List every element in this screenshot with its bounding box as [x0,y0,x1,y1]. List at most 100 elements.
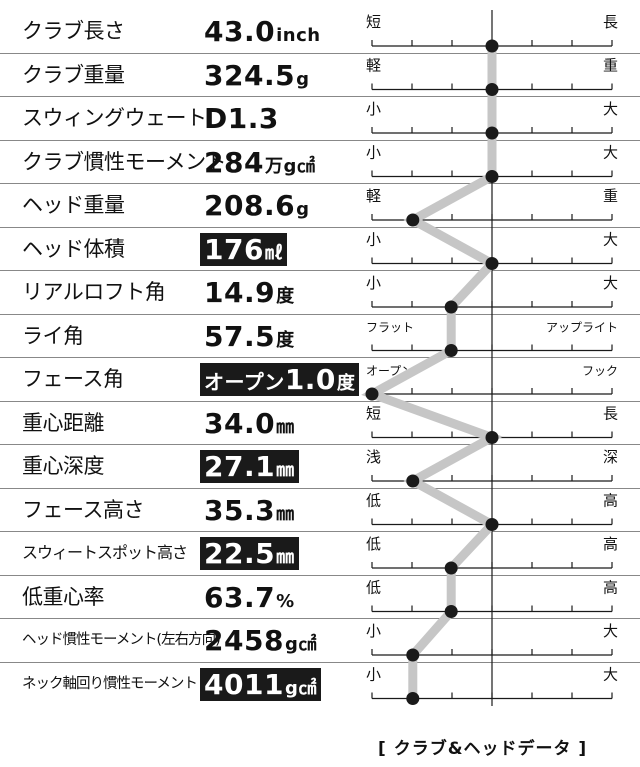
value-number: 27.1 [204,450,276,483]
scale-right-label: 重 [603,57,618,75]
scale-left-label: 低 [366,535,381,553]
row-label: クラブ長さ [22,19,125,43]
scale-right-label: 大 [603,274,618,292]
value-unit: ㎖ [264,242,284,264]
table-row: ヘッド重量 208.6g [0,184,640,228]
data-table: クラブ長さ 43.0inch クラブ重量 324.5g スウィングウェート D1.3 クラブ… [0,10,640,706]
row-label: 低重心率 [22,584,105,609]
data-point [485,126,499,140]
row-label: フェース高さ [22,497,144,522]
scale-right-label: 深 [603,448,618,466]
data-point [485,518,499,531]
data-point [485,39,499,53]
table-row: ネック軸回り慣性モーメント 4011g㎠ [0,663,640,707]
table-row: クラブ慣性モーメント 284万g㎠ [0,141,640,184]
value-number: 208.6 [204,189,296,222]
row-label: ヘッド慣性モーメント(左右方向) [22,632,221,648]
value-number: 35.3 [204,493,276,527]
row-label: フェース角 [22,367,124,391]
table-row: 低重心率 63.7% [0,576,640,619]
data-point [365,387,379,401]
table-row: スウィートスポット高さ 22.5㎜ [0,532,640,576]
row-value: 27.1㎜ [200,450,299,483]
scale-right-label: 長 [603,405,618,423]
value-unit: 度 [276,329,295,351]
table-row: フェース角 オープン1.0度 [0,358,640,402]
table-row: 重心深度 27.1㎜ [0,445,640,489]
table-row: ヘッド慣性モーメント(左右方向) 2458g㎠ [0,619,640,663]
value-unit: % [276,590,295,612]
row-label: ネック軸回り慣性モーメント [22,675,198,692]
value-unit: 度 [276,286,295,307]
row-value: 63.7% [200,581,299,614]
scale-left-label: 小 [366,144,381,162]
table-row: ライ角 57.5度 [0,315,640,358]
row-value: 324.5g [200,59,313,92]
value-number: 176 [204,232,264,266]
table-row: クラブ重量 324.5g [0,54,640,97]
scale-left-label: フラット [366,321,414,335]
row-value: 284万g㎠ [200,146,319,179]
row-value: 14.9度 [200,276,299,309]
scale-left-label: 軽 [366,57,381,75]
scale-right-label: 大 [603,100,618,118]
row-value: 22.5㎜ [200,537,299,570]
scale-left-label: 軽 [366,187,381,205]
row-label: クラブ慣性モーメント [22,149,227,174]
value-number: 63.7 [204,580,276,614]
value-number: 284 [204,145,264,179]
row-label: 重心距離 [22,410,105,435]
row-value: 34.0㎜ [200,407,299,440]
row-label: スウィングウェート [22,106,207,130]
value-unit: inch [276,25,321,46]
row-label: ヘッド重量 [22,193,125,217]
value-number: 43.0 [204,15,276,48]
data-point [444,344,458,357]
table-row: 重心距離 34.0㎜ [0,402,640,445]
scale-left-label: 短 [366,13,381,31]
value-unit: g [296,199,310,220]
row-label: ライ角 [22,323,84,348]
data-point [406,213,420,227]
value-unit: ㎜ [276,547,295,568]
data-point [444,300,458,314]
scale-left-label: 低 [366,579,381,597]
scale-right-label: 大 [603,622,618,640]
value-unit: ㎜ [276,416,295,438]
profile-line [361,46,503,699]
table-row: クラブ長さ 43.0inch [0,10,640,54]
value-unit: g㎠ [284,677,317,699]
data-point [406,648,420,662]
row-label: 重心深度 [22,454,105,478]
scale-right-label: 大 [603,231,618,249]
value-number: 57.5 [204,319,276,353]
row-value: オープン1.0度 [200,363,360,396]
row-value: 57.5度 [200,320,299,353]
row-label: リアルロフト角 [22,280,166,304]
value-unit: g [296,68,310,90]
value-number: 324.5 [204,58,296,92]
table-row: フェース高さ 35.3㎜ [0,489,640,532]
row-value: 4011g㎠ [200,667,321,701]
value-number: 22.5 [204,537,276,570]
table-row: ヘッド体積 176㎖ [0,228,640,271]
value-number: 14.9 [204,276,276,309]
chart-caption: [ クラブ&ヘッドデータ ] [378,739,588,759]
value-number: 34.0 [204,406,276,440]
value-unit: 万g㎠ [264,155,316,177]
data-point [444,561,458,575]
scale-right-label: 長 [603,13,618,31]
row-value: D1.3 [200,102,283,135]
scale-left-label: 小 [366,231,381,249]
scale-right-label: フック [582,364,618,378]
value-unit: ㎜ [276,460,295,481]
row-label: クラブ重量 [22,62,125,87]
scale-right-label: 高 [603,535,618,553]
scale-right-label: アップライト [546,321,618,335]
value-unit: 度 [336,373,356,394]
data-point [406,692,420,705]
row-label: スウィートスポット高さ [22,543,188,562]
scale-right-label: 高 [603,579,618,597]
value-unit: g㎠ [284,634,317,655]
